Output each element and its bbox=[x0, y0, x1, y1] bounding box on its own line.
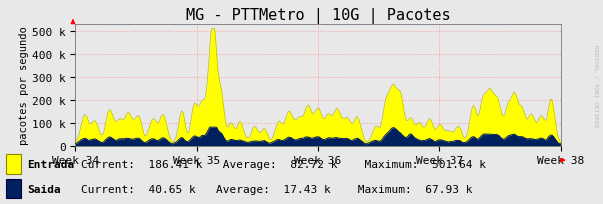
Y-axis label: pacotes por segundo: pacotes por segundo bbox=[19, 26, 29, 144]
Title: MG - PTTMetro | 10G | Pacotes: MG - PTTMetro | 10G | Pacotes bbox=[186, 8, 450, 24]
Text: Saida: Saida bbox=[27, 184, 61, 194]
Text: Entrada: Entrada bbox=[27, 159, 74, 169]
Bar bbox=[6, 179, 21, 198]
Text: Current:  40.65 k   Average:  17.43 k    Maximum:  67.93 k: Current: 40.65 k Average: 17.43 k Maximu… bbox=[81, 184, 473, 194]
Text: RRDTOOL / TOBI OETIKER: RRDTOOL / TOBI OETIKER bbox=[594, 45, 599, 127]
Bar bbox=[6, 154, 21, 174]
Text: Current:  186.41 k   Average:  82.72 k    Maximum:  501.64 k: Current: 186.41 k Average: 82.72 k Maxim… bbox=[81, 159, 487, 169]
